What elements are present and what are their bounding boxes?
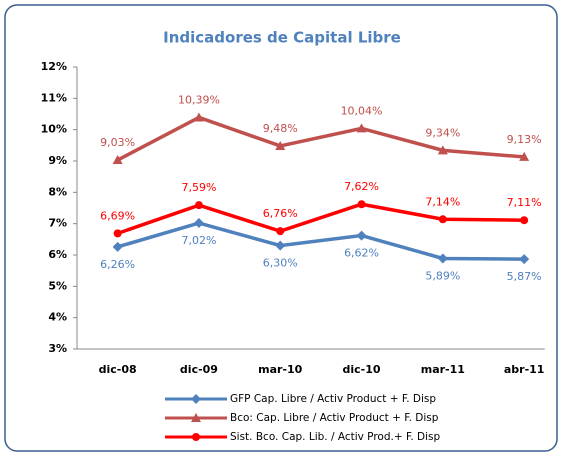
data-point [519, 254, 530, 265]
legend-marker [192, 433, 200, 441]
data-point [193, 218, 204, 229]
data-label: 6,26% [100, 258, 135, 271]
legend-label: GFP Cap. Libre / Activ Product + F. Disp [230, 393, 436, 405]
data-point [193, 112, 204, 122]
data-label: 7,59% [181, 181, 216, 194]
data-label: 6,30% [263, 257, 298, 270]
y-tick-label: 3% [48, 342, 67, 355]
x-tick-label: dic-09 [180, 363, 218, 376]
legend-marker [191, 413, 201, 422]
y-tick-label: 9% [48, 154, 67, 167]
data-label: 5,87% [507, 270, 542, 283]
y-tick-label: 8% [48, 185, 67, 198]
data-label: 9,03% [100, 136, 135, 149]
data-label: 9,34% [425, 126, 460, 139]
data-label: 7,62% [344, 180, 379, 193]
data-point [194, 201, 203, 210]
data-point [520, 216, 529, 225]
series-line [116, 115, 525, 162]
data-point [275, 240, 286, 251]
data-label: 10,39% [178, 93, 220, 106]
legend-marker [191, 394, 201, 404]
data-point [437, 253, 448, 264]
data-point [356, 123, 367, 133]
y-tick-label: 5% [48, 279, 67, 292]
data-label: 5,89% [425, 269, 460, 282]
y-tick-label: 6% [48, 248, 67, 261]
data-point [356, 230, 367, 241]
data-point [437, 145, 448, 155]
data-point [357, 200, 366, 209]
x-tick-label: abr-11 [504, 363, 545, 376]
data-label: 6,62% [344, 247, 379, 260]
data-point [112, 241, 123, 252]
data-label: 6,69% [100, 209, 135, 222]
x-tick-label: mar-10 [258, 363, 303, 376]
legend-label: Bco: Cap. Libre / Activ Product + F. Dis… [230, 412, 439, 424]
y-tick-label: 4% [48, 311, 67, 324]
data-point [112, 155, 123, 165]
data-label: 6,76% [263, 207, 298, 220]
series-line [117, 202, 525, 236]
y-tick-label: 10% [41, 123, 67, 136]
data-label: 7,11% [507, 196, 542, 209]
chart-title: Indicadores de Capital Libre [163, 29, 401, 47]
data-label: 7,02% [181, 234, 216, 247]
y-tick-label: 11% [41, 91, 67, 104]
data-label: 10,04% [341, 104, 383, 117]
legend-label: Sist. Bco. Cap. Lib. / Activ Prod.+ F. D… [230, 431, 440, 443]
data-point [519, 151, 530, 161]
data-label: 9,48% [263, 122, 298, 135]
data-label: 7,14% [425, 195, 460, 208]
data-point [275, 140, 286, 150]
data-point [276, 227, 285, 236]
data-point [438, 215, 447, 224]
data-label: 9,13% [507, 133, 542, 146]
series-line [117, 221, 525, 261]
y-tick-label: 12% [41, 60, 67, 73]
data-point [113, 229, 122, 238]
x-tick-label: dic-10 [343, 363, 381, 376]
y-tick-label: 7% [48, 217, 67, 230]
x-tick-label: mar-11 [421, 363, 465, 376]
x-tick-label: dic-08 [99, 363, 137, 376]
